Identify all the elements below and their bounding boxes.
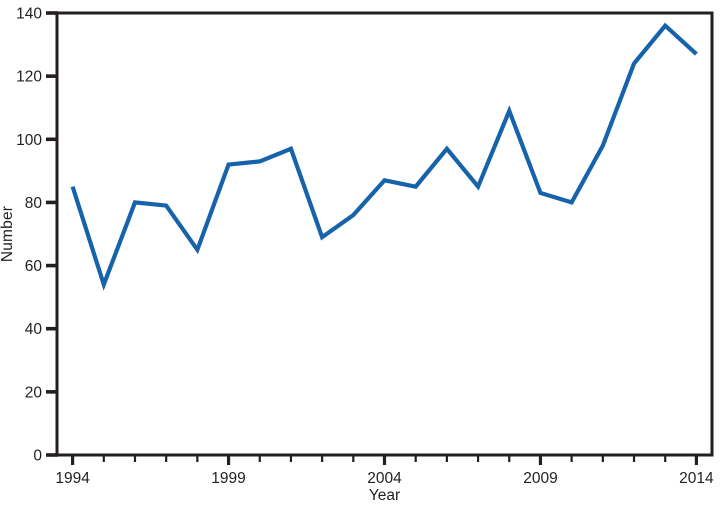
x-tick-label: 2009 [523,470,557,487]
x-tick-label: 1999 [211,470,245,487]
y-tick-label: 120 [16,69,42,86]
y-tick-label: 140 [16,6,42,23]
y-tick-label: 20 [25,384,43,401]
x-tick-label: 1994 [55,470,90,487]
y-tick-label: 40 [25,321,43,338]
x-axis-title: Year [368,487,401,504]
y-tick-label: 0 [33,448,42,465]
y-tick-label: 100 [16,132,42,149]
y-tick-label: 60 [25,258,43,275]
x-tick-label: 2014 [679,470,714,487]
data-line [70,22,698,291]
plot-frame [55,11,714,457]
y-tick-label: 80 [25,195,43,212]
x-tick-label: 2004 [367,470,402,487]
